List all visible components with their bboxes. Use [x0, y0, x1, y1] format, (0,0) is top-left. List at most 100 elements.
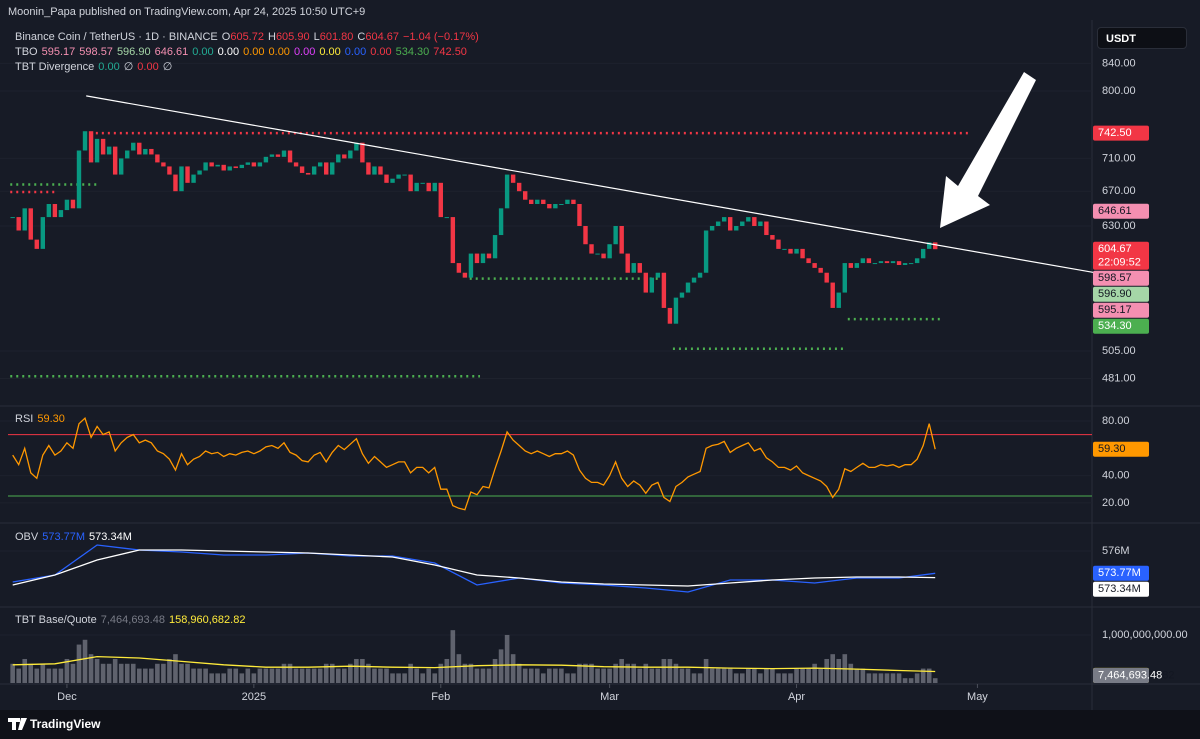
candle	[884, 261, 890, 264]
candle	[233, 166, 238, 169]
volume-bar	[625, 663, 631, 683]
price-label: 598.57	[1098, 272, 1132, 284]
candle	[559, 203, 564, 205]
candle	[836, 292, 841, 308]
volume-bar	[577, 663, 582, 683]
volume-bar	[890, 673, 896, 683]
candle	[305, 172, 311, 175]
candle	[390, 178, 395, 183]
volume-bar	[64, 658, 70, 683]
price-label-box	[1093, 565, 1149, 581]
indicator-name: TBO	[15, 46, 38, 58]
price-label-box	[1093, 318, 1149, 334]
volume-bar	[221, 673, 227, 683]
volume-bar	[130, 663, 136, 683]
volume-bar	[848, 663, 854, 683]
candle	[709, 225, 715, 231]
candle	[444, 217, 450, 219]
volume-bar	[335, 668, 341, 683]
volume-bar	[323, 663, 329, 683]
candle	[360, 142, 365, 163]
candle	[450, 217, 456, 264]
tbo-value: 598.57	[79, 46, 113, 58]
candle	[643, 272, 648, 293]
candle	[462, 272, 468, 278]
volume-bar	[124, 663, 130, 683]
y-tick-label: 505.00	[1102, 345, 1136, 357]
candle	[728, 217, 733, 231]
volume-bar	[251, 673, 257, 683]
candle	[269, 154, 275, 157]
volume-bar	[492, 658, 498, 683]
candle	[336, 154, 341, 163]
divergence-value: 0.00	[137, 61, 159, 73]
volume-bar	[872, 673, 878, 683]
tbo-value: 0.00	[268, 46, 290, 58]
volume-bar	[366, 663, 371, 683]
candle	[420, 182, 425, 184]
volume-bar	[263, 668, 269, 683]
tbo-value: 0.00	[344, 46, 367, 58]
volume-bar	[257, 668, 263, 683]
series-line	[12, 417, 936, 511]
candle	[58, 210, 64, 218]
candle	[504, 174, 510, 209]
y-tick-label: 670.00	[1102, 185, 1136, 197]
ohlc-value: 601.80	[319, 31, 354, 43]
volume-bar	[601, 668, 606, 683]
price-label: 573.77M	[1098, 567, 1141, 579]
volume-bar	[733, 673, 739, 683]
currency-button[interactable]: USDT	[1097, 27, 1187, 49]
candle	[498, 208, 504, 236]
candle	[830, 282, 835, 308]
volume-bar	[10, 663, 15, 683]
volume-bar	[854, 668, 860, 683]
volume-bar	[70, 663, 76, 683]
annotation-arrow	[940, 72, 1036, 228]
volume-bar	[456, 654, 462, 683]
volume-bar	[661, 658, 667, 683]
volume-bar	[679, 668, 685, 683]
candle	[10, 217, 15, 219]
candle	[553, 203, 558, 209]
volume-bar	[794, 668, 799, 683]
candle	[734, 225, 739, 231]
price-label-box	[1093, 581, 1149, 597]
y-tick-label: 40.00	[1102, 469, 1130, 481]
y-tick-label: 576M	[1102, 545, 1130, 557]
volume-bar	[402, 673, 407, 683]
volume-bar	[631, 663, 637, 683]
candle	[179, 166, 184, 192]
candle	[155, 154, 160, 163]
footer-bar	[0, 710, 1200, 739]
volume-bar	[637, 668, 643, 683]
volume-bar	[233, 668, 239, 683]
candle	[637, 263, 642, 273]
volume-bar	[209, 673, 214, 683]
candle	[438, 182, 443, 218]
candle	[896, 261, 902, 265]
candle	[764, 221, 769, 236]
candle	[372, 166, 377, 175]
candle	[354, 142, 359, 151]
candle	[902, 263, 908, 265]
volume-bar	[932, 678, 938, 683]
candle	[118, 158, 124, 175]
volume-bar	[758, 673, 763, 683]
volume-bar	[305, 668, 311, 683]
volume-bar	[510, 654, 516, 683]
candle	[607, 244, 612, 259]
candle	[914, 258, 920, 264]
candle	[842, 263, 847, 293]
candle	[631, 263, 636, 273]
volume-bar	[812, 663, 817, 683]
x-tick-label: Apr	[788, 691, 805, 703]
volume-bar	[354, 658, 359, 683]
candle	[161, 162, 166, 167]
volume-bar	[426, 668, 432, 683]
y-tick-label: 80.00	[1102, 415, 1130, 427]
volume-bar	[143, 668, 148, 683]
candle	[920, 248, 926, 259]
volume-bar	[245, 668, 251, 683]
price-label-box	[1093, 668, 1149, 683]
